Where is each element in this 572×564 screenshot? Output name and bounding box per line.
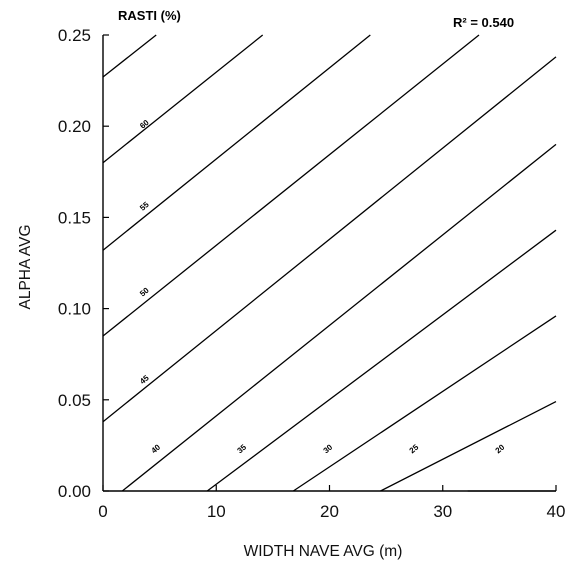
contour-line bbox=[121, 143, 557, 492]
x-tick-label: 40 bbox=[547, 502, 566, 521]
y-axis-title: ALPHA AVG bbox=[17, 224, 34, 309]
y-tick-label: 0.10 bbox=[58, 300, 91, 319]
x-tick-label: 20 bbox=[320, 502, 339, 521]
y-tick-label: 0.25 bbox=[58, 26, 91, 45]
rasti-label: RASTI (%) bbox=[118, 8, 181, 23]
contour-line bbox=[102, 56, 557, 423]
contour-line bbox=[380, 401, 557, 492]
contour-label: 55 bbox=[138, 200, 151, 213]
x-tick-label: 0 bbox=[98, 502, 107, 521]
contour-line bbox=[102, 34, 371, 251]
y-tick-label: 0.05 bbox=[58, 391, 91, 410]
contour-label: 50 bbox=[138, 285, 151, 298]
x-tick-label: 30 bbox=[433, 502, 452, 521]
x-axis-title: WIDTH NAVE AVG (m) bbox=[244, 543, 403, 560]
y-tick-label: 0.20 bbox=[58, 117, 91, 136]
y-tick-label: 0.00 bbox=[58, 482, 91, 501]
contour-label: 25 bbox=[408, 442, 421, 455]
contour-lines bbox=[102, 34, 557, 492]
contour-label: 40 bbox=[149, 442, 162, 455]
contour-label: 60 bbox=[138, 118, 151, 131]
x-tick-label: 10 bbox=[207, 502, 226, 521]
contour-label: 20 bbox=[494, 442, 507, 455]
y-tick-label: 0.15 bbox=[58, 208, 91, 227]
contour-line bbox=[206, 229, 557, 492]
contour-label: 30 bbox=[322, 442, 335, 455]
contour-line bbox=[292, 315, 557, 492]
contour-label: 35 bbox=[235, 442, 248, 455]
contour-line bbox=[102, 34, 157, 78]
r-squared-label: R² = 0.540 bbox=[453, 15, 514, 30]
contour-line bbox=[102, 34, 480, 337]
contour-line bbox=[102, 34, 264, 164]
tick-labels: 0 10 20 30 40 0.00 0.05 0.10 0.15 0.20 0.25 bbox=[58, 26, 566, 521]
axes bbox=[102, 34, 557, 492]
